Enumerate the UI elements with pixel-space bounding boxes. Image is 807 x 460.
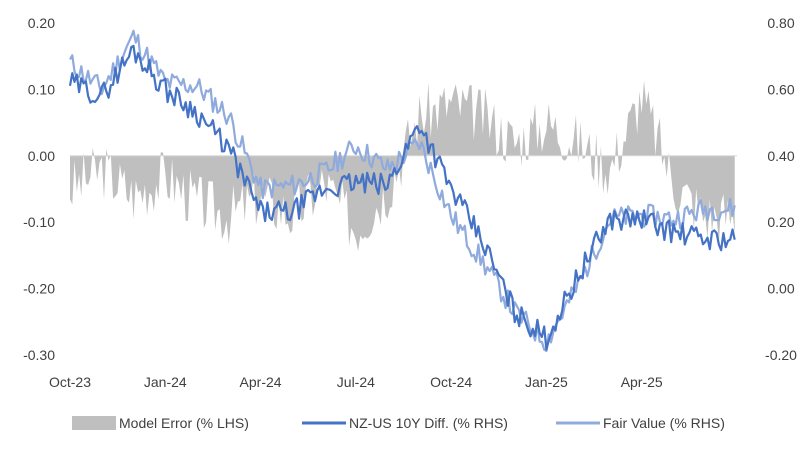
x-tick-label: Jul-24 (337, 374, 375, 390)
right-tick-label: 0.00 (767, 281, 794, 297)
legend-label-fair-value: Fair Value (% RHS) (603, 415, 725, 431)
legend-swatch-model-error (72, 416, 116, 430)
right-tick-label: -0.20 (765, 347, 797, 363)
left-axis-ticks: 0.20 0.10 0.00 -0.10 -0.20 -0.30 (23, 15, 55, 363)
right-tick-label: 0.40 (767, 148, 794, 164)
left-tick-label: 0.00 (28, 148, 55, 164)
left-tick-label: 0.10 (28, 81, 55, 97)
right-tick-label: 0.80 (767, 15, 794, 31)
left-tick-label: -0.10 (23, 214, 55, 230)
x-tick-label: Jan-24 (144, 374, 187, 390)
left-tick-label: 0.20 (28, 15, 55, 31)
right-tick-label: 0.20 (767, 214, 794, 230)
x-tick-label: Apr-24 (240, 374, 282, 390)
x-tick-label: Jan-25 (525, 374, 568, 390)
left-tick-label: -0.30 (23, 347, 55, 363)
x-tick-label: Oct-23 (49, 374, 91, 390)
left-tick-label: -0.20 (23, 281, 55, 297)
legend: Model Error (% LHS) NZ-US 10Y Diff. (% RH… (72, 415, 725, 431)
legend-label-nz-us: NZ-US 10Y Diff. (% RHS) (349, 415, 508, 431)
x-tick-label: Apr-25 (621, 374, 663, 390)
legend-label-model-error: Model Error (% LHS) (119, 415, 249, 431)
right-tick-label: 0.60 (767, 81, 794, 97)
x-axis-ticks: Oct-23 Jan-24 Apr-24 Jul-24 Oct-24 Jan-25 Apr-… (49, 374, 663, 390)
line-series-layer (68, 29, 736, 353)
x-tick-label: Oct-24 (430, 374, 472, 390)
right-axis-ticks: 0.80 0.60 0.40 0.20 0.00 -0.20 (765, 15, 797, 363)
nz-us-10y-diff-line (68, 44, 736, 351)
